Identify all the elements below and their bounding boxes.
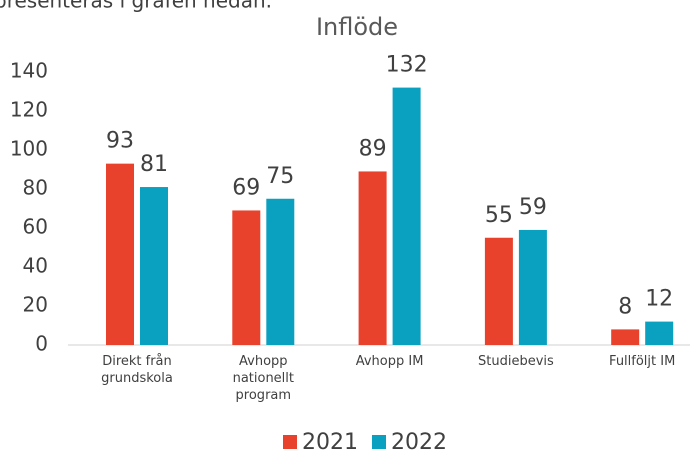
data-label: 89 (359, 136, 387, 161)
chart-title: Inflöde (316, 13, 398, 41)
legend-swatch (372, 435, 386, 449)
legend-label: 2021 (302, 430, 358, 455)
bar (266, 198, 295, 345)
y-tick-label: 100 (10, 137, 48, 161)
bar (518, 229, 547, 345)
y-tick-label: 0 (35, 332, 48, 356)
legend-swatch (283, 435, 297, 449)
y-tick-label: 20 (23, 293, 48, 317)
legend-label: 2022 (391, 430, 447, 455)
intro-text: presenteras i grafen nedan. (0, 0, 272, 13)
bar (106, 163, 134, 345)
data-label: 132 (386, 53, 428, 78)
x-tick-label-box: Avhopp IM (355, 354, 424, 369)
bar (392, 87, 421, 345)
x-tick-label-box: Avhopp nationellt program (232, 354, 295, 403)
y-tick-label: 120 (10, 98, 48, 122)
x-tick-label-box: Studiebevis (478, 354, 554, 369)
x-tick-label-box: Fullföljt IM (609, 354, 676, 369)
data-label: 59 (519, 195, 547, 220)
x-tick-label-box: Direkt från grundskola (101, 354, 173, 386)
y-tick-label: 80 (23, 176, 48, 200)
data-label: 81 (140, 152, 168, 177)
data-label: 12 (645, 287, 673, 312)
y-tick-label: 140 (10, 59, 48, 83)
bar (611, 329, 640, 345)
bar (140, 187, 168, 345)
x-tick-label: Avhopp IM (355, 354, 424, 369)
bar (484, 237, 513, 345)
data-label: 75 (266, 164, 294, 189)
data-label: 93 (106, 129, 134, 154)
y-tick-label: 40 (23, 254, 48, 278)
x-tick-label: Avhopp nationellt program (232, 354, 295, 403)
data-label: 69 (232, 175, 260, 200)
y-tick-label: 60 (23, 215, 48, 239)
x-tick-label: Direkt från grundskola (101, 354, 173, 386)
data-label: 8 (618, 294, 632, 319)
bar (645, 321, 674, 345)
x-tick-label: Fullföljt IM (609, 354, 676, 369)
bar (232, 210, 261, 345)
bar (358, 171, 387, 345)
data-label: 55 (485, 203, 513, 228)
x-tick-label: Studiebevis (478, 354, 554, 369)
